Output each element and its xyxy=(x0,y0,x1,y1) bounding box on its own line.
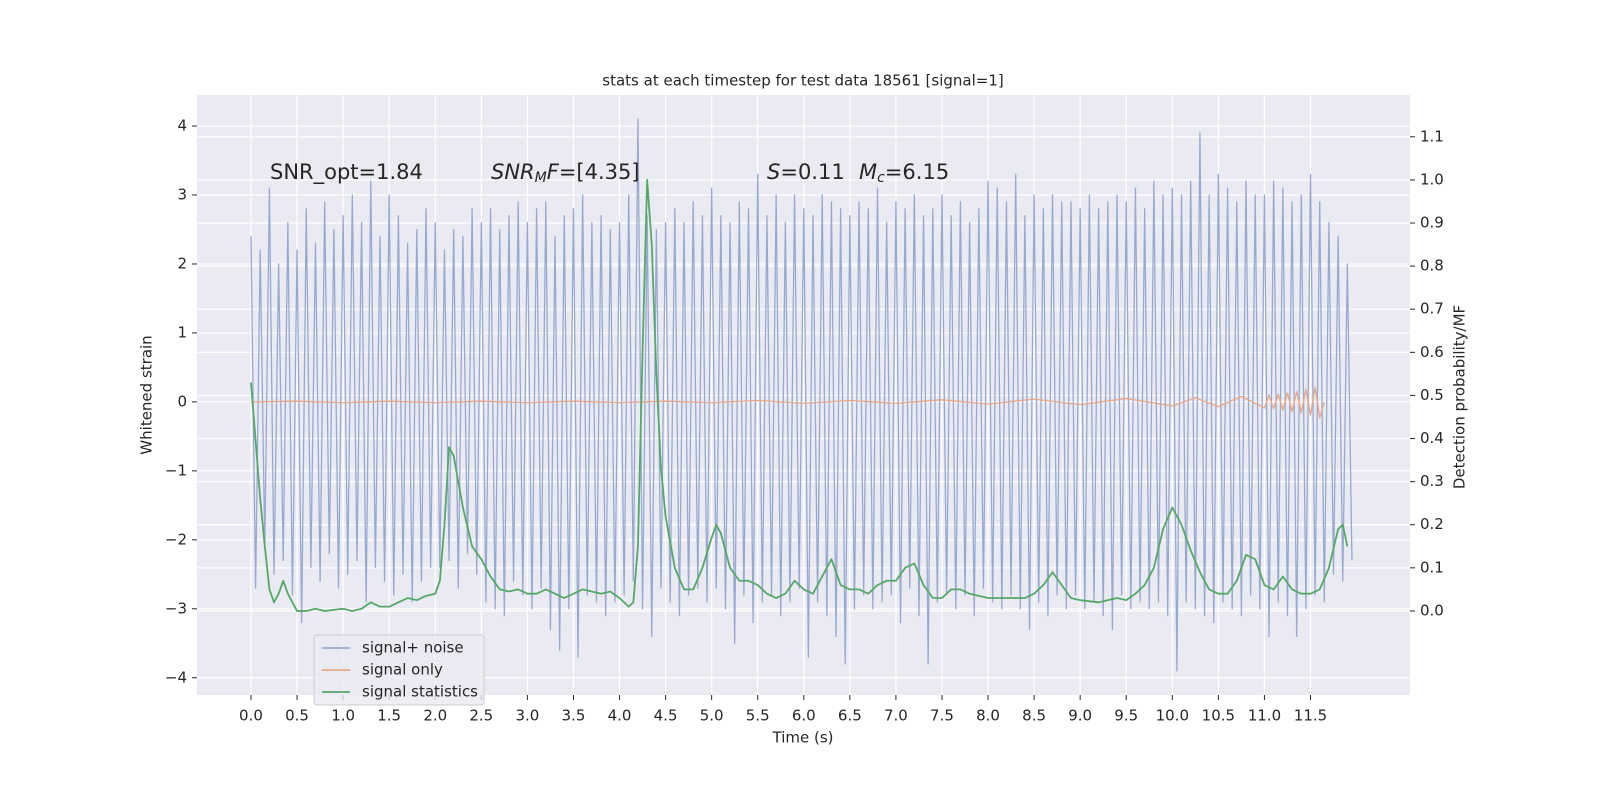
legend-label: signal+ noise xyxy=(362,639,464,657)
annotation-part: M xyxy=(535,170,547,186)
x-tick-label: 7.5 xyxy=(930,707,954,725)
y2-axis-label: Detection probability/MF xyxy=(1451,305,1469,489)
x-tick-label: 2.5 xyxy=(469,707,493,725)
annotation: SNR_opt=1.84 xyxy=(270,160,423,185)
y2-tick-label: 0.5 xyxy=(1420,386,1444,404)
x-tick-label: 0.0 xyxy=(239,707,263,725)
series-line xyxy=(250,386,1325,419)
x-tick-label: 10.0 xyxy=(1156,707,1189,725)
series-line xyxy=(250,118,1353,672)
x-tick-label: 7.0 xyxy=(884,707,908,725)
annotation-part: =[4.35] xyxy=(559,160,640,184)
x-tick-label: 5.5 xyxy=(746,707,770,725)
y-tick-label: −1 xyxy=(165,461,187,479)
annotation: Mc=6.15 xyxy=(859,160,949,186)
chart-title: stats at each timestep for test data 185… xyxy=(602,72,1003,90)
annotation-part: S xyxy=(767,160,780,184)
x-tick-label: 4.0 xyxy=(608,707,632,725)
y2-tick-label: 0.8 xyxy=(1420,257,1444,275)
y-tick-label: −3 xyxy=(165,599,187,617)
x-tick-label: 6.0 xyxy=(792,707,816,725)
annotation: SNRMF=[4.35] xyxy=(491,160,640,186)
y-tick-label: 1 xyxy=(177,323,187,341)
x-tick-label: 1.0 xyxy=(331,707,355,725)
legend: signal+ noise signal only signal statistic… xyxy=(313,634,485,706)
x-tick-label: 3.0 xyxy=(515,707,539,725)
x-tick-label: 10.5 xyxy=(1202,707,1235,725)
y2-tick-label: 0.2 xyxy=(1420,515,1444,533)
x-tick-label: 9.0 xyxy=(1068,707,1092,725)
y-tick-label: −2 xyxy=(165,530,187,548)
y2-tick-label: 0.1 xyxy=(1420,558,1444,576)
x-tick-label: 0.5 xyxy=(285,707,309,725)
annotation-part: M xyxy=(859,160,877,184)
legend-label: signal statistics xyxy=(362,683,478,701)
x-tick-label: 11.5 xyxy=(1294,707,1327,725)
x-tick-label: 1.5 xyxy=(377,707,401,725)
annotation-part: c xyxy=(877,170,885,186)
y-axis-label: Whitened strain xyxy=(138,335,156,454)
legend-box xyxy=(313,634,485,706)
y-tick-label: 0 xyxy=(177,392,187,410)
annotation-part: F xyxy=(547,160,560,184)
x-tick-label: 5.0 xyxy=(700,707,724,725)
x-tick-label: 6.5 xyxy=(838,707,862,725)
y2-tick-label: 0.3 xyxy=(1420,472,1444,490)
series-line xyxy=(250,179,1349,612)
annotation-part: =0.11 xyxy=(780,160,844,184)
y2-tick-label: 1.1 xyxy=(1420,127,1444,145)
x-tick-label: 3.5 xyxy=(562,707,586,725)
annotation-part: =6.15 xyxy=(885,160,949,184)
legend-label: signal only xyxy=(362,661,443,679)
y-tick-label: 2 xyxy=(177,254,187,272)
y-tick-label: −4 xyxy=(165,668,187,686)
x-tick-label: 8.5 xyxy=(1022,707,1046,725)
y-tick-label: 3 xyxy=(177,186,187,204)
y-tick-label: 4 xyxy=(177,117,187,135)
y2-tick-label: 0.0 xyxy=(1420,601,1444,619)
x-tick-label: 4.5 xyxy=(654,707,678,725)
x-tick-label: 8.0 xyxy=(976,707,1000,725)
x-tick-label: 11.0 xyxy=(1248,707,1281,725)
y2-tick-label: 0.7 xyxy=(1420,300,1444,318)
y2-tick-label: 1.0 xyxy=(1420,170,1444,188)
y2-tick-label: 0.9 xyxy=(1420,214,1444,232)
annotation-part: SNR xyxy=(491,160,535,184)
annotation-part: SNR_opt=1.84 xyxy=(270,160,423,185)
labels: 0.0 0.5 1.0 1.5 2.0 2.5 3.0 3.5 4.0 4.5 5.0 5.5 6.0 6… xyxy=(165,117,1444,725)
y2-tick-label: 0.6 xyxy=(1420,343,1444,361)
plot-lines xyxy=(250,118,1353,672)
x-tick-label: 9.5 xyxy=(1114,707,1138,725)
y2-tick-label: 0.4 xyxy=(1420,429,1444,447)
annotation: S=0.11 xyxy=(767,160,845,184)
x-tick-label: 2.0 xyxy=(423,707,447,725)
x-axis-label: Time (s) xyxy=(772,729,834,747)
